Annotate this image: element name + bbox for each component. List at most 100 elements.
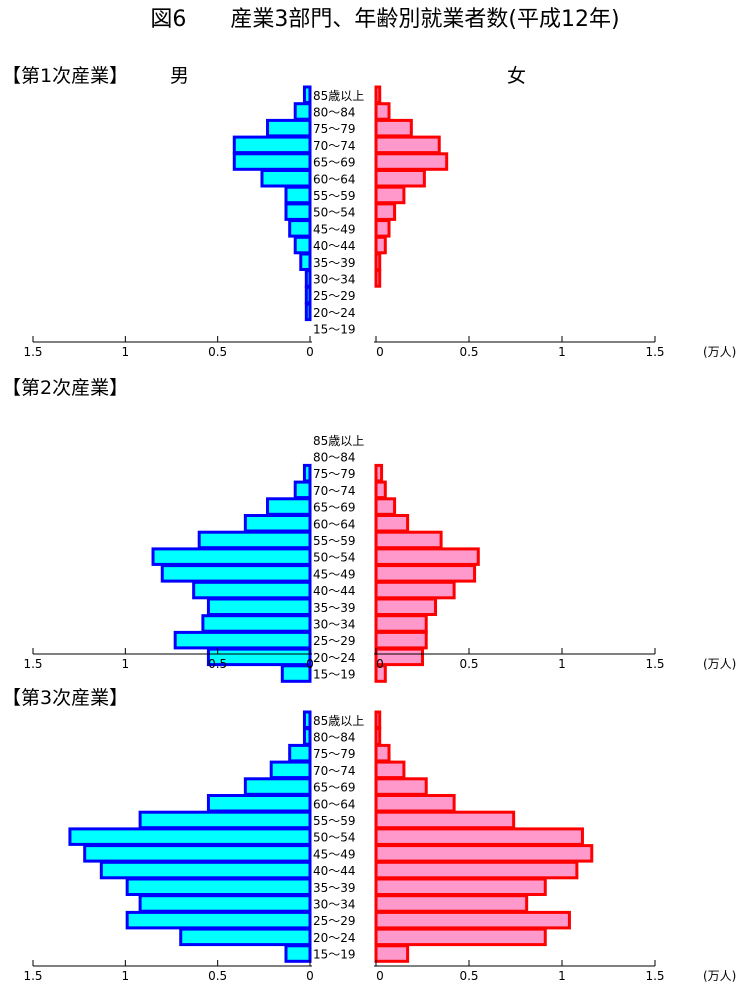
female-bar xyxy=(374,102,391,121)
age-label: 80～84 xyxy=(313,730,356,744)
female-bar xyxy=(374,514,410,533)
male-bar xyxy=(284,185,312,205)
female-tick-label: 1 xyxy=(558,969,566,983)
age-label: 75～79 xyxy=(313,122,356,136)
male-tick-label: 0.5 xyxy=(208,657,227,671)
age-label: 80～84 xyxy=(313,450,356,464)
male-tick-label: 0.5 xyxy=(208,969,227,983)
female-bar xyxy=(374,927,547,947)
male-label: 男 xyxy=(170,65,189,87)
male-tick-label: 0 xyxy=(306,657,314,671)
age-label: 40～44 xyxy=(313,239,356,253)
female-bar xyxy=(374,85,382,104)
age-label: 15～19 xyxy=(313,323,356,337)
male-bar xyxy=(138,894,312,913)
age-label: 30～34 xyxy=(313,897,356,911)
female-tick-label: 0 xyxy=(376,969,384,983)
female-bar xyxy=(374,480,387,500)
female-bar xyxy=(374,152,449,171)
age-label: 30～34 xyxy=(313,272,356,286)
male-tick-label: 1 xyxy=(122,657,130,671)
male-bar xyxy=(266,497,312,516)
male-bar xyxy=(173,630,312,650)
female-bar xyxy=(374,135,441,155)
female-tick-label: 0.5 xyxy=(459,345,478,359)
male-bar xyxy=(304,302,312,322)
male-bar xyxy=(197,530,312,550)
male-bar xyxy=(125,910,312,930)
age-label: 45～49 xyxy=(313,567,356,581)
male-bar xyxy=(68,827,312,846)
age-label: 60～64 xyxy=(313,517,356,531)
female-bar xyxy=(374,252,382,271)
male-bar xyxy=(99,860,312,880)
female-bar xyxy=(374,530,443,550)
male-bar xyxy=(280,664,312,683)
age-label: 15～19 xyxy=(313,948,356,962)
female-bar xyxy=(374,710,382,729)
male-bar xyxy=(299,252,312,271)
male-bar xyxy=(302,463,312,483)
male-bar xyxy=(192,580,312,600)
male-bar xyxy=(288,743,312,763)
female-bar xyxy=(374,944,410,963)
age-label: 25～29 xyxy=(313,289,356,303)
female-tick-label: 0 xyxy=(376,345,384,359)
female-bar xyxy=(374,580,456,600)
age-label: 65～69 xyxy=(313,156,356,170)
male-bar xyxy=(304,285,312,305)
age-label: 25～29 xyxy=(313,634,356,648)
female-bar xyxy=(374,118,413,138)
age-label: 70～74 xyxy=(313,139,356,153)
age-label: 60～64 xyxy=(313,172,356,186)
age-label: 45～49 xyxy=(313,222,356,236)
male-bar xyxy=(293,235,312,255)
male-bar xyxy=(260,169,312,188)
male-bar xyxy=(302,85,312,104)
age-label: 30～34 xyxy=(313,617,356,631)
male-bar xyxy=(206,794,312,813)
age-label: 70～74 xyxy=(313,764,356,778)
female-bar xyxy=(374,463,384,483)
male-bar xyxy=(83,844,312,863)
female-tick-label: 1 xyxy=(558,657,566,671)
panel-title: 【第1次産業】 xyxy=(2,65,128,87)
age-label: 85歳以上 xyxy=(313,89,364,103)
age-label: 85歳以上 xyxy=(313,434,364,448)
female-bar xyxy=(374,597,438,616)
age-label: 55～59 xyxy=(313,534,356,548)
age-label: 35～39 xyxy=(313,601,356,615)
male-bar xyxy=(302,710,312,729)
male-bar xyxy=(266,118,312,138)
male-tick-label: 0 xyxy=(306,969,314,983)
female-bar xyxy=(374,894,529,913)
age-label: 15～19 xyxy=(313,668,356,682)
age-label: 50～54 xyxy=(313,206,356,220)
male-bar xyxy=(201,614,312,633)
female-bar xyxy=(374,794,456,813)
age-label: 20～24 xyxy=(313,306,356,320)
panel-3: 【第3次産業】 85歳以上 80～84 75～79 70～74 65～69 60～64 55～… xyxy=(2,687,736,983)
female-bar xyxy=(374,877,547,896)
age-label: 50～54 xyxy=(313,551,356,565)
male-bar xyxy=(288,219,312,238)
female-bar xyxy=(374,219,391,238)
female-bar xyxy=(374,844,594,863)
male-bar xyxy=(304,269,312,288)
male-bar xyxy=(269,760,312,780)
unit-label: (万人) xyxy=(703,345,736,359)
female-tick-label: 1.5 xyxy=(645,345,664,359)
age-label: 55～59 xyxy=(313,814,356,828)
female-bar xyxy=(374,760,406,780)
male-bar xyxy=(243,514,312,533)
female-bar xyxy=(374,169,426,188)
female-bar xyxy=(374,614,428,633)
panel-1: 【第1次産業】 85歳以上 80～84 75～79 70～74 65～69 60～64 55～… xyxy=(2,65,736,359)
female-bar xyxy=(374,547,480,566)
male-tick-label: 1 xyxy=(122,345,130,359)
female-bar xyxy=(374,664,387,683)
age-label: 75～79 xyxy=(313,467,356,481)
male-bar xyxy=(302,727,312,746)
female-bar xyxy=(374,564,477,583)
